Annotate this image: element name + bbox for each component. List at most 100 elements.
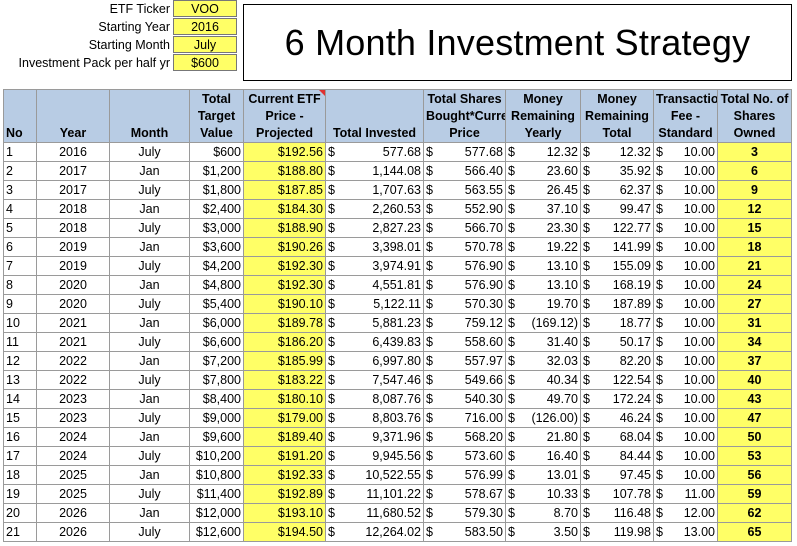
header-total-shares-owned[interactable]: Total No. of Shares Owned xyxy=(717,89,792,143)
cell-money-remaining-total[interactable]: $107.78 xyxy=(580,484,654,504)
cell-transaction-fee[interactable]: $10.00 xyxy=(653,313,718,333)
cell-total-shares-bought[interactable]: $558.60 xyxy=(423,332,506,352)
cell-no[interactable]: 4 xyxy=(3,199,37,219)
cell-total-shares-bought[interactable]: $570.30 xyxy=(423,294,506,314)
header-no[interactable]: No xyxy=(3,89,37,143)
cell-total-shares-bought[interactable]: $576.90 xyxy=(423,256,506,276)
cell-month[interactable]: July xyxy=(109,218,190,238)
cell-year[interactable]: 2018 xyxy=(36,199,110,219)
cell-current-etf-price[interactable]: $183.22 xyxy=(243,370,326,390)
cell-total-shares-bought[interactable]: $576.99 xyxy=(423,465,506,485)
cell-no[interactable]: 9 xyxy=(3,294,37,314)
cell-year[interactable]: 2018 xyxy=(36,218,110,238)
cell-money-remaining-total[interactable]: $46.24 xyxy=(580,408,654,428)
cell-no[interactable]: 21 xyxy=(3,522,37,542)
cell-total-invested[interactable]: $9,945.56 xyxy=(325,446,424,466)
cell-money-remaining-yearly[interactable]: $ (169.12) xyxy=(505,313,581,333)
cell-money-remaining-total[interactable]: $68.04 xyxy=(580,427,654,447)
cell-year[interactable]: 2025 xyxy=(36,465,110,485)
cell-current-etf-price[interactable]: $187.85 xyxy=(243,180,326,200)
cell-total-shares-owned[interactable]: 34 xyxy=(717,332,792,352)
cell-transaction-fee[interactable]: $10.00 xyxy=(653,332,718,352)
cell-total-target-value[interactable]: $7,200 xyxy=(189,351,244,371)
cell-money-remaining-yearly[interactable]: $19.22 xyxy=(505,237,581,257)
cell-total-shares-bought[interactable]: $583.50 xyxy=(423,522,506,542)
cell-no[interactable]: 20 xyxy=(3,503,37,523)
header-year[interactable]: Year xyxy=(36,89,110,143)
cell-money-remaining-yearly[interactable]: $37.10 xyxy=(505,199,581,219)
cell-current-etf-price[interactable]: $192.89 xyxy=(243,484,326,504)
cell-year[interactable]: 2017 xyxy=(36,161,110,181)
cell-month[interactable]: Jan xyxy=(109,237,190,257)
cell-total-target-value[interactable]: $3,000 xyxy=(189,218,244,238)
cell-total-invested[interactable]: $1,707.63 xyxy=(325,180,424,200)
cell-current-etf-price[interactable]: $179.00 xyxy=(243,408,326,428)
cell-total-shares-owned[interactable]: 56 xyxy=(717,465,792,485)
cell-transaction-fee[interactable]: $10.00 xyxy=(653,142,718,162)
cell-money-remaining-total[interactable]: $18.77 xyxy=(580,313,654,333)
cell-total-target-value[interactable]: $6,600 xyxy=(189,332,244,352)
cell-no[interactable]: 15 xyxy=(3,408,37,428)
cell-money-remaining-total[interactable]: $99.47 xyxy=(580,199,654,219)
cell-no[interactable]: 6 xyxy=(3,237,37,257)
cell-total-target-value[interactable]: $9,600 xyxy=(189,427,244,447)
cell-money-remaining-yearly[interactable]: $10.33 xyxy=(505,484,581,504)
cell-no[interactable]: 14 xyxy=(3,389,37,409)
cell-no[interactable]: 18 xyxy=(3,465,37,485)
cell-money-remaining-yearly[interactable]: $32.03 xyxy=(505,351,581,371)
cell-transaction-fee[interactable]: $11.00 xyxy=(653,484,718,504)
cell-total-target-value[interactable]: $5,400 xyxy=(189,294,244,314)
investment-pack-cell[interactable]: $600 xyxy=(173,54,237,71)
cell-year[interactable]: 2025 xyxy=(36,484,110,504)
cell-total-invested[interactable]: $10,522.55 xyxy=(325,465,424,485)
cell-total-shares-bought[interactable]: $570.78 xyxy=(423,237,506,257)
cell-total-target-value[interactable]: $10,200 xyxy=(189,446,244,466)
header-total-target-value[interactable]: Total Target Value xyxy=(189,89,244,143)
cell-money-remaining-total[interactable]: $12.32 xyxy=(580,142,654,162)
cell-month[interactable]: Jan xyxy=(109,389,190,409)
cell-month[interactable]: Jan xyxy=(109,503,190,523)
cell-total-shares-owned[interactable]: 6 xyxy=(717,161,792,181)
cell-month[interactable]: July xyxy=(109,522,190,542)
header-total-shares-bought[interactable]: Total Shares Bought*Current Price xyxy=(423,89,506,143)
cell-money-remaining-yearly[interactable]: $13.10 xyxy=(505,275,581,295)
cell-total-shares-owned[interactable]: 62 xyxy=(717,503,792,523)
cell-current-etf-price[interactable]: $193.10 xyxy=(243,503,326,523)
cell-transaction-fee[interactable]: $10.00 xyxy=(653,389,718,409)
cell-total-target-value[interactable]: $7,800 xyxy=(189,370,244,390)
cell-money-remaining-total[interactable]: $116.48 xyxy=(580,503,654,523)
cell-money-remaining-yearly[interactable]: $13.01 xyxy=(505,465,581,485)
cell-money-remaining-yearly[interactable]: $12.32 xyxy=(505,142,581,162)
cell-current-etf-price[interactable]: $191.20 xyxy=(243,446,326,466)
cell-year[interactable]: 2026 xyxy=(36,522,110,542)
cell-total-target-value[interactable]: $8,400 xyxy=(189,389,244,409)
cell-total-target-value[interactable]: $600 xyxy=(189,142,244,162)
starting-year-cell[interactable]: 2016 xyxy=(173,18,237,35)
cell-total-shares-bought[interactable]: $563.55 xyxy=(423,180,506,200)
cell-total-invested[interactable]: $1,144.08 xyxy=(325,161,424,181)
cell-money-remaining-total[interactable]: $122.54 xyxy=(580,370,654,390)
cell-year[interactable]: 2026 xyxy=(36,503,110,523)
cell-current-etf-price[interactable]: $185.99 xyxy=(243,351,326,371)
cell-month[interactable]: Jan xyxy=(109,161,190,181)
cell-total-target-value[interactable]: $4,800 xyxy=(189,275,244,295)
cell-money-remaining-yearly[interactable]: $16.40 xyxy=(505,446,581,466)
cell-no[interactable]: 17 xyxy=(3,446,37,466)
cell-total-target-value[interactable]: $3,600 xyxy=(189,237,244,257)
header-month[interactable]: Month xyxy=(109,89,190,143)
cell-transaction-fee[interactable]: $10.00 xyxy=(653,408,718,428)
cell-total-target-value[interactable]: $6,000 xyxy=(189,313,244,333)
cell-total-invested[interactable]: $8,087.76 xyxy=(325,389,424,409)
cell-year[interactable]: 2024 xyxy=(36,446,110,466)
cell-total-target-value[interactable]: $1,800 xyxy=(189,180,244,200)
cell-total-shares-owned[interactable]: 43 xyxy=(717,389,792,409)
cell-total-shares-bought[interactable]: $566.40 xyxy=(423,161,506,181)
cell-money-remaining-total[interactable]: $122.77 xyxy=(580,218,654,238)
cell-money-remaining-total[interactable]: $35.92 xyxy=(580,161,654,181)
cell-month[interactable]: July xyxy=(109,294,190,314)
cell-year[interactable]: 2019 xyxy=(36,237,110,257)
cell-year[interactable]: 2021 xyxy=(36,332,110,352)
cell-year[interactable]: 2020 xyxy=(36,294,110,314)
cell-year[interactable]: 2022 xyxy=(36,370,110,390)
cell-year[interactable]: 2020 xyxy=(36,275,110,295)
